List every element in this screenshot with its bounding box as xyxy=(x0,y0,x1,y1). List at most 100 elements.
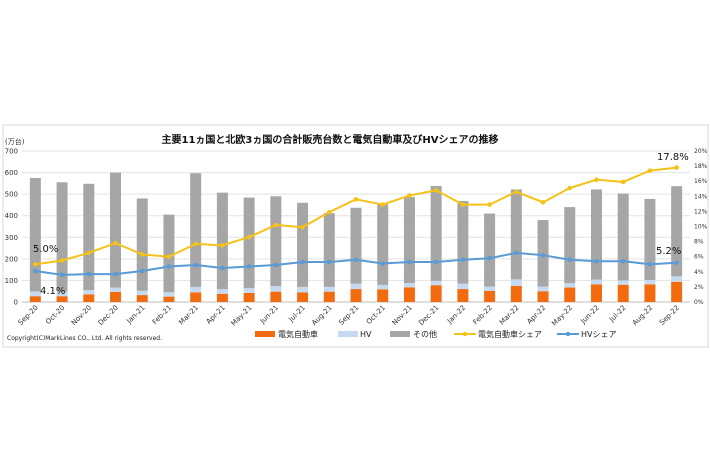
y2-tick-label: 16% xyxy=(694,178,708,185)
annotation-hv-start: 4.1% xyxy=(40,286,65,297)
bar-ev xyxy=(590,284,602,302)
point-ev-share xyxy=(514,189,519,195)
bar-other xyxy=(29,177,41,292)
point-ev-share xyxy=(273,222,279,228)
bar-other xyxy=(56,182,68,292)
bar-other xyxy=(617,193,629,281)
point-ev-share xyxy=(674,165,679,170)
bar-hv xyxy=(403,283,415,288)
point-hv-share xyxy=(353,257,359,263)
y2-tick-label: 12% xyxy=(694,208,708,215)
point-ev-share xyxy=(193,241,198,247)
y2-tick-label: 14% xyxy=(694,193,708,200)
legend-label-ev-share: 電気自動車シェア xyxy=(478,329,542,339)
point-ev-share xyxy=(59,258,65,263)
bar-other xyxy=(671,186,683,277)
bar-hv xyxy=(29,291,41,297)
point-hv-share xyxy=(433,259,439,265)
legend-label-ev: 電気自動車 xyxy=(278,329,318,339)
point-hv-share xyxy=(220,265,225,271)
bar-ev xyxy=(270,291,282,302)
legend-marker-hv-share xyxy=(565,331,571,337)
point-hv-share xyxy=(33,268,38,274)
bar-hv xyxy=(377,284,389,290)
bar-hv xyxy=(644,279,656,285)
bar-ev xyxy=(163,296,175,302)
y-tick-label: 200 xyxy=(5,255,18,263)
point-hv-share xyxy=(59,272,65,278)
bar-ev xyxy=(403,287,415,302)
point-hv-share xyxy=(326,259,332,265)
point-hv-share xyxy=(193,262,198,268)
y2-tick-label: 2% xyxy=(694,284,704,291)
point-hv-share xyxy=(460,257,466,263)
point-hv-share xyxy=(380,261,386,266)
bar-ev xyxy=(136,295,148,302)
bar-hv xyxy=(56,291,68,297)
bar-other xyxy=(136,198,148,291)
bar-hv xyxy=(510,279,522,286)
bar-hv xyxy=(323,286,335,292)
y-tick-label: 300 xyxy=(5,234,18,242)
bar-other xyxy=(83,183,95,291)
y2-tick-label: 20% xyxy=(694,148,708,155)
bar-ev xyxy=(216,293,228,302)
bar-hv xyxy=(163,292,175,297)
bar-ev xyxy=(297,292,309,302)
legend-marker-ev-share xyxy=(462,331,468,337)
chart-title: 主要11ヵ国と北欧3ヵ国の合計販売台数と電気自動車及びHVシェアの推移 xyxy=(162,133,499,146)
point-ev-share xyxy=(300,224,305,230)
bar-other xyxy=(590,189,602,280)
point-hv-share xyxy=(273,262,279,268)
point-ev-share xyxy=(86,250,92,256)
bar-other xyxy=(484,213,496,287)
point-ev-share xyxy=(326,209,332,215)
bar-ev xyxy=(377,289,389,302)
point-ev-share xyxy=(540,200,546,205)
bar-hv xyxy=(457,283,469,290)
point-hv-share xyxy=(300,259,305,265)
point-hv-share xyxy=(514,250,519,256)
point-ev-share xyxy=(594,177,599,182)
bar-other xyxy=(377,204,389,285)
bar-other xyxy=(350,207,362,284)
bar-hv xyxy=(190,286,202,293)
bar-other xyxy=(270,196,282,287)
point-ev-share xyxy=(380,202,386,207)
y2-tick-label: 8% xyxy=(694,239,704,246)
bar-other xyxy=(403,196,415,284)
bar-ev xyxy=(350,289,362,302)
y-tick-label: 100 xyxy=(5,277,18,285)
bar-ev xyxy=(457,289,469,302)
bar-other xyxy=(216,192,228,290)
bar-ev xyxy=(29,296,41,302)
annotation-hv-end: 5.2% xyxy=(656,246,681,257)
point-hv-share xyxy=(540,252,546,258)
bar-ev xyxy=(83,294,95,302)
annotation-ev-end: 17.8% xyxy=(657,152,689,163)
bar-other xyxy=(457,201,469,284)
point-hv-share xyxy=(86,271,92,277)
point-hv-share xyxy=(166,264,172,269)
bar-hv xyxy=(590,279,602,285)
y-tick-label: 400 xyxy=(5,212,18,220)
bar-ev xyxy=(564,287,576,302)
point-hv-share xyxy=(567,257,573,263)
bar-hv xyxy=(297,286,309,293)
bar-ev xyxy=(110,291,122,302)
point-ev-share xyxy=(33,261,38,267)
bar-ev xyxy=(537,291,549,302)
bar-hv xyxy=(136,290,148,296)
bar-other xyxy=(510,189,522,280)
point-ev-share xyxy=(567,185,573,191)
point-ev-share xyxy=(487,202,492,207)
point-ev-share xyxy=(246,234,252,240)
bar-hv xyxy=(216,289,228,294)
y2-tick-label: 6% xyxy=(694,254,704,261)
bar-ev xyxy=(617,284,629,302)
bar-hv xyxy=(430,280,442,286)
y-axis-label: (万台) xyxy=(5,137,25,146)
y2-tick-label: 0% xyxy=(694,299,704,306)
point-ev-share xyxy=(620,179,626,185)
bar-hv xyxy=(484,286,496,291)
